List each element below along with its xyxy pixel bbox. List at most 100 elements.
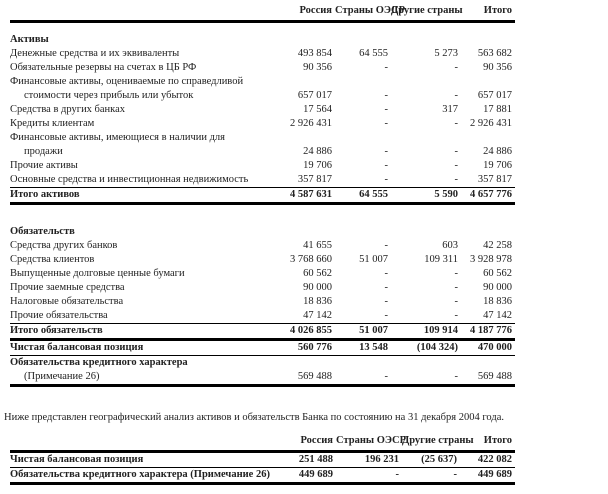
- cell-value: 2 926 431: [290, 118, 332, 129]
- row-label: (Примечание 26): [10, 370, 270, 387]
- table-row: Кредиты клиентам 2 926 431- -2 926 431: [10, 117, 515, 131]
- cell-value: 60 562: [303, 268, 332, 279]
- cell-value: -: [391, 309, 461, 324]
- cell-value: -: [454, 296, 459, 307]
- cell-value: 90 000: [303, 282, 332, 293]
- cell-value: -: [384, 240, 389, 251]
- cell-value: 19 706: [483, 160, 512, 171]
- row-label: Средства клиентов: [10, 254, 95, 265]
- cell-value: -: [454, 118, 459, 129]
- cell-value: 64 555: [359, 48, 388, 59]
- cell-value: 90 000: [483, 282, 512, 293]
- cell-value: -: [454, 62, 459, 73]
- table-row: Итого обязательств 4 026 855 51 007 109 914…: [10, 323, 515, 341]
- cell-value: [391, 22, 461, 48]
- table-row: Обязательные резервы на счетах в ЦБ РФ 90…: [10, 61, 515, 75]
- table-row: Итого активов 4 587 631 64 555 5 590 4 657 7…: [10, 187, 515, 205]
- row-label: Прочие активы: [10, 160, 78, 171]
- cell-value: -: [384, 296, 389, 307]
- cell-value: [461, 356, 515, 371]
- cell-value: -: [454, 160, 459, 171]
- cell-value: 18 836: [483, 296, 512, 307]
- row-label: продажи: [24, 146, 63, 157]
- cell-value: 109 311: [424, 254, 458, 265]
- cell-value: [461, 204, 515, 216]
- cell-value: [270, 22, 335, 48]
- note-text: Ниже представлен географический анализ а…: [4, 412, 504, 423]
- cell-value: -: [384, 282, 389, 293]
- cell-value: [391, 215, 461, 239]
- table-row: Выпущенные долговые ценные бумаги 60 562 -…: [10, 267, 515, 281]
- cell-value: -: [384, 268, 389, 279]
- cell-value: 17 564: [303, 104, 332, 115]
- table-row: стоимости через прибыль или убыток 657 01…: [10, 89, 515, 103]
- cell-value: 5 590: [391, 187, 461, 205]
- column-header: Россия: [270, 434, 336, 453]
- cell-value: 51 007: [359, 254, 388, 265]
- cell-value: 4 026 855: [270, 323, 335, 341]
- table-row: (Примечание 26) 569 488- -569 488: [10, 370, 515, 387]
- row-label: Чистая балансовая позиция: [10, 339, 270, 356]
- cell-value: 109 914: [391, 323, 461, 341]
- column-header: Страны ОЭСР: [336, 434, 406, 453]
- cell-value: 4 187 776: [461, 323, 515, 341]
- cell-value: -: [402, 467, 460, 485]
- cell-value: 90 356: [303, 62, 332, 73]
- table-header: Россия Страны ОЭСР Другие страны Итого: [10, 434, 515, 453]
- table-row: Средства в других банках 17 564 - 317 17 881: [10, 103, 515, 117]
- table-row: Прочие заемные средства 90 000 - - 90 000: [10, 281, 515, 295]
- cell-value: [335, 22, 391, 48]
- cell-value: 470 000: [461, 339, 515, 356]
- cell-value: -: [336, 467, 402, 485]
- column-header: Итого: [460, 434, 515, 453]
- table-row: [10, 204, 515, 216]
- cell-value: 64 555: [335, 187, 391, 205]
- cell-value: 47 142: [270, 309, 335, 324]
- cell-value: 569 488: [461, 370, 515, 387]
- column-header: Итого: [461, 4, 515, 23]
- cell-value: [270, 204, 335, 216]
- row-label: Обязательства кредитного характера (Прим…: [10, 467, 270, 485]
- table-row: Денежные средства и их эквиваленты 493 85…: [10, 47, 515, 61]
- row-label: Средства в других банках: [10, 104, 126, 115]
- cell-value: -: [454, 282, 459, 293]
- header-label: [10, 4, 270, 23]
- table-row: Чистая балансовая позиция 560 776 13 548 (1…: [10, 339, 515, 356]
- cell-value: [335, 131, 391, 145]
- cell-value: 603: [442, 240, 458, 251]
- cell-value: -: [454, 90, 459, 101]
- cell-value: 560 776: [270, 339, 335, 356]
- cell-value: [391, 131, 461, 145]
- table-row: Обязательства кредитного характера (Прим…: [10, 467, 515, 485]
- cell-value: -: [384, 90, 389, 101]
- cell-value: [335, 215, 391, 239]
- table-row: Прочие обязательства 47 142- -47 142: [10, 309, 515, 324]
- table-row: Основные средства и инвестиционная недви…: [10, 173, 515, 188]
- cell-value: 569 488: [270, 370, 335, 387]
- row-label: Обязательные резервы на счетах в ЦБ РФ: [10, 62, 197, 73]
- cell-value: [461, 22, 515, 48]
- cell-value: 357 817: [270, 173, 335, 188]
- cell-value: 4 587 631: [270, 187, 335, 205]
- table-row: Активы: [10, 22, 515, 48]
- cell-value: -: [335, 309, 391, 324]
- cell-value: 42 258: [483, 240, 512, 251]
- geographic-analysis-table-2005: Россия Страны ОЭСР Другие страны Итого Акти…: [10, 4, 515, 387]
- cell-value: [461, 215, 515, 239]
- cell-value: 90 356: [483, 62, 512, 73]
- cell-value: 17 881: [483, 104, 512, 115]
- cell-value: (104 324): [391, 339, 461, 356]
- row-label: Кредиты клиентам: [10, 118, 95, 129]
- cell-value: 2 926 431: [470, 118, 512, 129]
- cell-value: 657 017: [297, 90, 332, 101]
- cell-value: 24 886: [303, 146, 332, 157]
- cell-value: -: [454, 268, 459, 279]
- table-row: Обязательства кредитного характера: [10, 356, 515, 371]
- cell-value: 18 836: [303, 296, 332, 307]
- column-header: Страны ОЭСР: [335, 4, 405, 23]
- table-row: Прочие активы 19 706 - - 19 706: [10, 159, 515, 173]
- cell-value: 5 273: [434, 48, 458, 59]
- cell-value: [270, 131, 335, 145]
- row-label: Выпущенные долговые ценные бумаги: [10, 268, 185, 279]
- cell-value: 47 142: [461, 309, 515, 324]
